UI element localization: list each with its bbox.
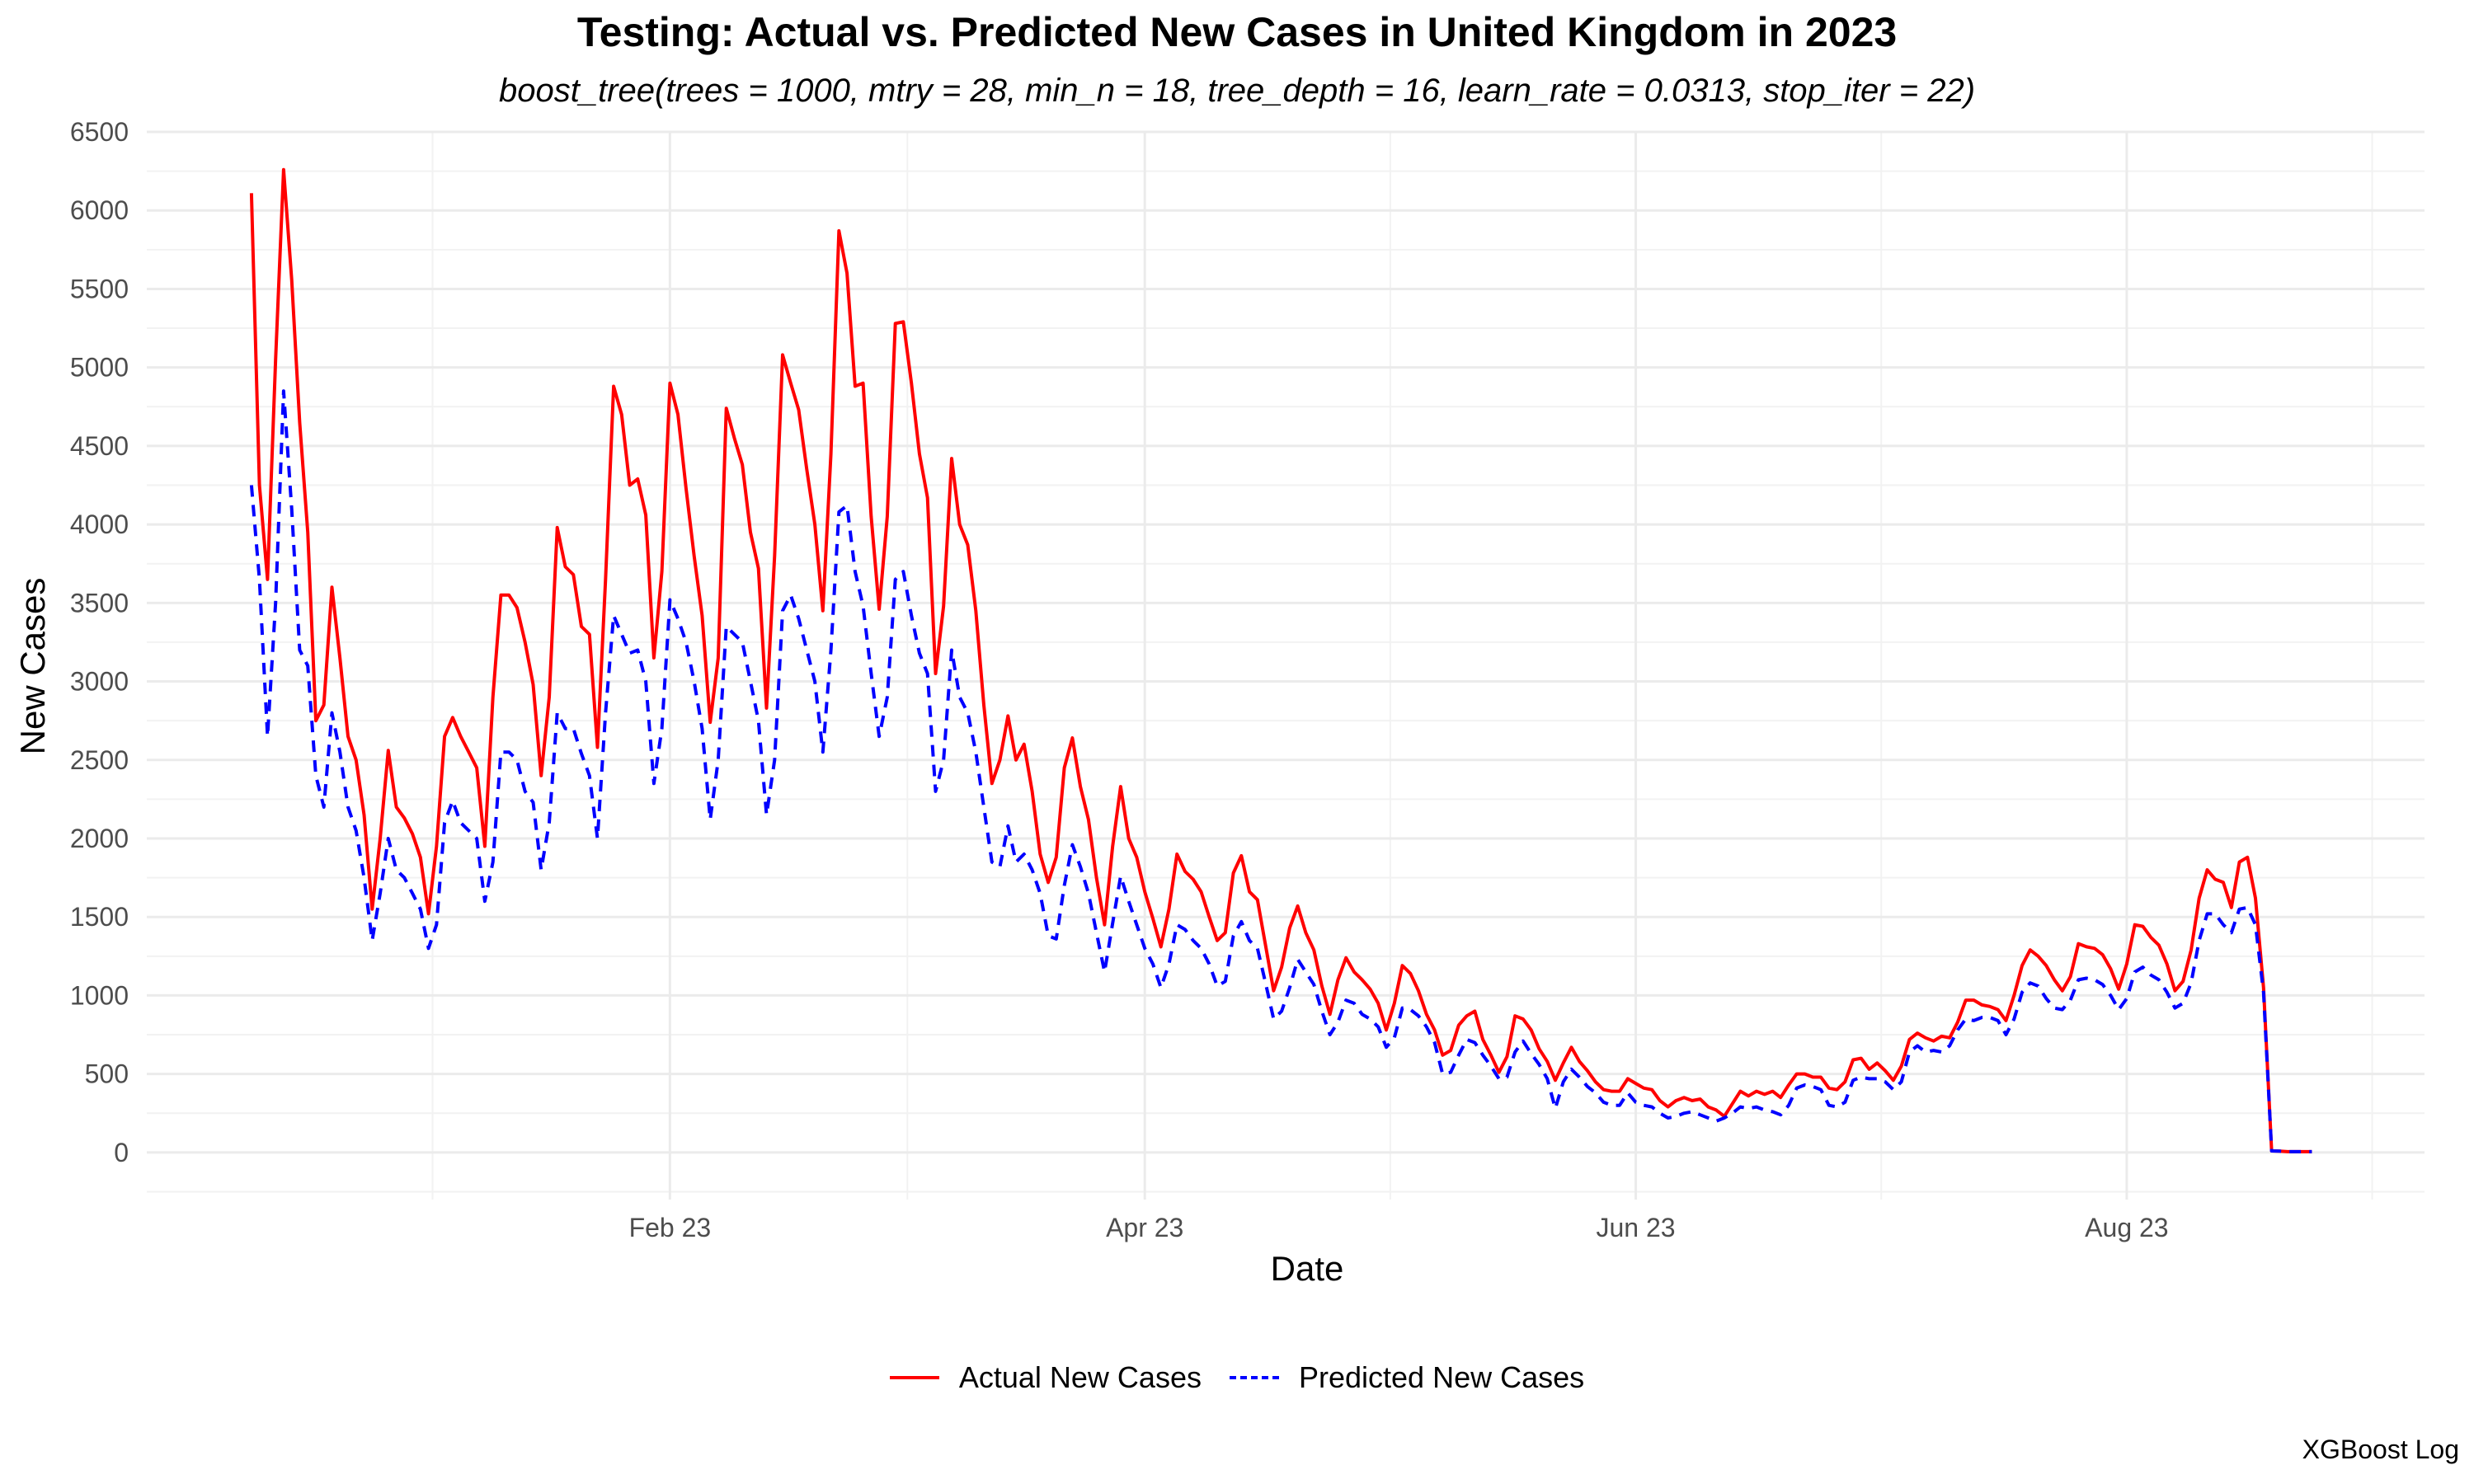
y-tick-label: 2000: [70, 824, 129, 853]
y-tick-label: 500: [85, 1059, 129, 1089]
chart-subtitle: boost_tree(trees = 1000, mtry = 28, min_…: [498, 73, 1976, 109]
y-axis-tick-labels: 0 500 1000 1500 2000 2500 3000 3500 4000 4500 5000…: [70, 117, 129, 1167]
y-tick-label: 4000: [70, 510, 129, 539]
y-tick-label: 6500: [70, 117, 129, 147]
y-tick-label: 5500: [70, 274, 129, 303]
x-tick-label: Aug 23: [2085, 1213, 2168, 1242]
y-tick-label: 1500: [70, 902, 129, 932]
predicted-cases-line: [249, 389, 2312, 1153]
actual-cases-line: [249, 167, 2312, 1153]
legend-label-predicted: Predicted New Cases: [1298, 1360, 1585, 1394]
legend-label-actual: Actual New Cases: [958, 1360, 1202, 1394]
y-tick-label: 6000: [70, 195, 129, 225]
legend-key-actual: [889, 1376, 939, 1379]
caption: XGBoost Log: [2302, 1435, 2459, 1464]
series-predicted-new-cases: [249, 389, 2312, 1153]
y-tick-label: 5000: [70, 353, 129, 383]
minor-gridlines: [147, 132, 2425, 1200]
y-tick-label: 3000: [70, 667, 129, 697]
chart-title: Testing: Actual vs. Predicted New Cases …: [576, 9, 1898, 55]
major-gridlines: [147, 130, 2425, 1200]
x-tick-label: Feb 23: [629, 1213, 712, 1242]
y-axis-title: New Cases: [13, 578, 52, 755]
legend-key-predicted: [1229, 1376, 1279, 1379]
x-axis-title: Date: [1271, 1249, 1344, 1288]
legend: Actual New Cases Predicted New Cases: [0, 1352, 2474, 1395]
legend-item-predicted: Predicted New Cases: [1229, 1360, 1585, 1395]
y-tick-label: 1000: [70, 980, 129, 1010]
x-axis-tick-labels: Feb 23 Apr 23 Jun 23 Aug 23: [629, 1213, 2169, 1242]
x-tick-label: Apr 23: [1106, 1213, 1183, 1242]
legend-item-actual: Actual New Cases: [889, 1360, 1202, 1395]
y-tick-label: 0: [114, 1138, 129, 1167]
x-tick-label: Jun 23: [1597, 1213, 1676, 1242]
y-tick-label: 2500: [70, 745, 129, 775]
series-actual-new-cases: [249, 167, 2312, 1153]
y-tick-label: 3500: [70, 588, 129, 618]
y-tick-label: 4500: [70, 431, 129, 461]
